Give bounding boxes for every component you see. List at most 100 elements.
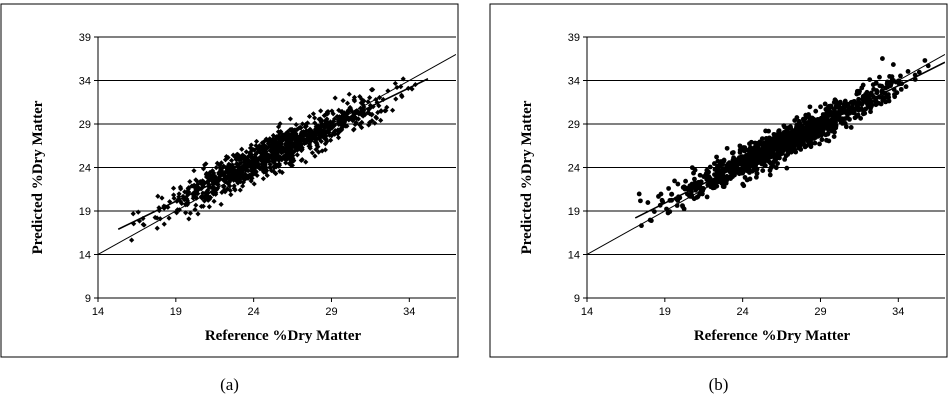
data-point: [224, 186, 230, 192]
data-point: [680, 203, 685, 209]
data-point: [852, 115, 858, 121]
y-tick-label: 34: [568, 76, 580, 88]
data-point: [301, 131, 308, 137]
data-point: [154, 225, 160, 231]
data-point: [877, 74, 882, 80]
data-point: [669, 191, 675, 197]
data-point: [228, 167, 234, 173]
data-point: [812, 129, 818, 135]
data-point: [348, 115, 354, 122]
data-point: [760, 168, 766, 173]
data-point: [792, 118, 798, 123]
data-point: [260, 163, 266, 169]
y-axis-title: Predicted %Dry Matter: [30, 100, 46, 254]
data-point: [651, 209, 657, 214]
data-point: [672, 178, 677, 184]
y-tick-label: 19: [79, 206, 91, 218]
data-point: [815, 118, 820, 124]
data-point: [208, 173, 214, 180]
data-point: [856, 90, 862, 96]
data-point: [272, 160, 278, 167]
data-point: [827, 105, 832, 111]
data-point: [285, 136, 291, 142]
data-point: [409, 86, 415, 92]
data-point: [262, 169, 269, 175]
data-point: [398, 84, 404, 90]
data-point: [270, 140, 276, 146]
data-point: [856, 96, 861, 102]
data-point: [666, 186, 672, 191]
data-point: [183, 210, 189, 216]
data-point: [714, 154, 719, 160]
data-point: [658, 191, 664, 197]
data-point: [201, 198, 208, 204]
data-point: [868, 99, 874, 105]
data-point: [369, 112, 375, 118]
data-point: [352, 114, 358, 120]
data-point: [807, 104, 813, 110]
data-point: [763, 128, 769, 134]
data-point: [887, 73, 892, 79]
data-point: [369, 118, 375, 124]
data-point: [801, 118, 807, 124]
data-point: [186, 216, 192, 222]
x-tick-label: 29: [814, 306, 826, 318]
y-tick-label: 39: [568, 32, 580, 44]
data-point: [359, 96, 365, 102]
data-point: [376, 103, 382, 109]
data-point: [276, 154, 282, 160]
data-point: [819, 137, 825, 143]
data-point: [211, 198, 217, 204]
data-point: [831, 123, 837, 129]
data-point: [357, 93, 363, 100]
data-point: [274, 146, 280, 152]
data-point: [276, 157, 282, 164]
data-point: [303, 159, 309, 165]
identity-line: [98, 53, 456, 255]
data-point: [207, 194, 214, 201]
data-point: [240, 179, 246, 185]
data-point: [284, 129, 291, 135]
data-point: [331, 122, 338, 129]
data-point: [889, 77, 895, 83]
data-point: [776, 129, 782, 135]
y-tick-label: 39: [79, 32, 91, 44]
data-point: [771, 136, 777, 141]
data-point: [304, 120, 311, 126]
x-axis-title: Reference %Dry Matter: [694, 328, 851, 344]
data-point: [749, 168, 755, 174]
data-point: [880, 56, 885, 61]
data-point: [786, 125, 791, 131]
data-point: [367, 102, 374, 109]
data-point: [299, 121, 306, 127]
data-point: [247, 174, 253, 180]
y-axis-title: Predicted %Dry Matter: [519, 100, 535, 254]
data-point: [272, 170, 279, 176]
data-point: [254, 164, 260, 170]
data-point: [691, 196, 697, 202]
data-point: [283, 160, 289, 166]
data-point: [311, 115, 318, 121]
data-point: [321, 131, 327, 137]
data-point: [253, 169, 259, 175]
data-point: [283, 140, 289, 147]
data-point: [890, 62, 896, 67]
data-point: [316, 116, 322, 122]
data-point: [324, 116, 330, 122]
data-point: [801, 133, 807, 139]
data-point: [697, 172, 703, 178]
data-point: [252, 157, 259, 163]
data-point: [331, 116, 338, 122]
data-point: [335, 135, 342, 141]
data-point: [251, 181, 257, 187]
data-point: [282, 155, 288, 162]
data-point: [318, 138, 324, 144]
data-point: [842, 104, 848, 109]
data-point: [351, 97, 357, 103]
data-point: [691, 170, 696, 176]
data-point: [761, 140, 766, 146]
data-point: [276, 140, 282, 146]
data-point: [747, 176, 753, 182]
data-point: [302, 124, 308, 130]
data-point: [848, 125, 854, 130]
